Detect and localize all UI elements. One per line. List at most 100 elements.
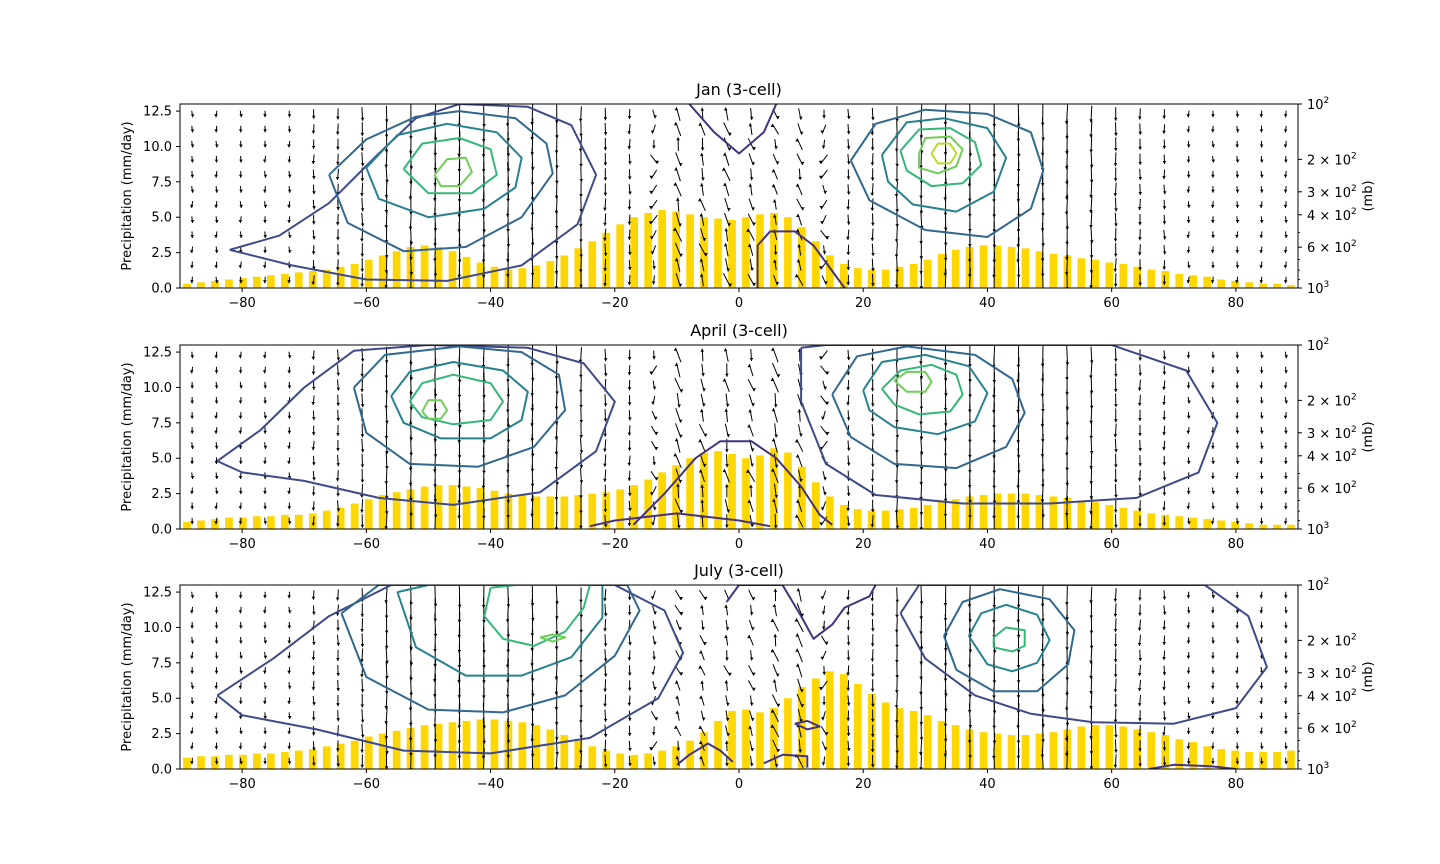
precip-bar <box>923 715 932 769</box>
wind-vector-head <box>239 625 243 629</box>
contour-line <box>992 626 1026 653</box>
wind-vector-head <box>1162 732 1166 736</box>
wind-vector-head <box>1284 655 1288 659</box>
wind-vector-head <box>287 746 291 750</box>
wind-vector-head <box>871 117 875 121</box>
wind-vector-head <box>360 464 365 468</box>
y-tick-label: 10.0 <box>143 381 172 396</box>
wind-vector-head <box>649 747 653 751</box>
wind-vector-head <box>1211 355 1215 359</box>
wind-vector-head <box>1211 400 1216 404</box>
wind-vector-head <box>1235 670 1239 674</box>
wind-vector-head <box>654 447 659 450</box>
wind-vector-head <box>654 431 659 435</box>
wind-vector-head <box>846 176 851 180</box>
wind-vector-head <box>384 706 388 710</box>
x-tick-label: 0 <box>735 537 743 552</box>
wind-vector-head <box>679 434 683 438</box>
wind-vector-head <box>895 209 899 213</box>
wind-vector-head <box>1137 402 1142 406</box>
precip-bar <box>518 495 527 529</box>
wind-vector-head <box>1284 159 1288 163</box>
wind-vector-head <box>238 685 243 689</box>
wind-vector-head <box>799 478 803 482</box>
wind-vector-head <box>214 159 219 163</box>
wind-vector-head <box>603 673 608 677</box>
wind-vector-head <box>579 435 583 439</box>
wind-vector-head <box>846 657 851 661</box>
wind-vector-head <box>870 237 875 241</box>
precip-bar <box>1147 513 1156 529</box>
wind-vector-head <box>818 160 823 164</box>
wind-vector <box>555 421 558 440</box>
wind-vector-head <box>1162 762 1167 766</box>
y2-tick-label: 4 × 102 <box>1307 688 1357 705</box>
wind-vector-head <box>679 510 684 514</box>
wind-vector-head <box>1283 144 1288 148</box>
wind-vector-head <box>679 612 684 616</box>
wind-vector-head <box>919 436 924 440</box>
wind-vector-head <box>214 415 218 419</box>
wind-vector-head <box>360 749 364 753</box>
wind-vector-head <box>1138 146 1142 150</box>
wind-vector-head <box>579 480 584 484</box>
wind-vector-head <box>871 673 875 677</box>
wind-vector-head <box>846 146 851 150</box>
wind-vector-head <box>1114 734 1118 738</box>
wind-vector-head <box>506 770 510 773</box>
wind-vector-head <box>846 763 851 767</box>
wind-vector-head <box>579 269 583 273</box>
wind-vector-head <box>1137 478 1142 482</box>
wind-vector-head <box>554 271 559 275</box>
wind-vector-head <box>723 152 727 156</box>
wind-vector-head <box>189 370 194 374</box>
wind-vector-head <box>1259 204 1263 208</box>
contour-line <box>229 104 598 282</box>
precip-bar <box>1091 725 1100 769</box>
precip-bar <box>532 265 541 288</box>
wind-vector-head <box>579 224 583 228</box>
wind-vector-head <box>1235 400 1240 404</box>
wind-vector-head <box>238 476 243 479</box>
wind-vector-head <box>214 521 218 525</box>
wind-vector-head <box>870 749 875 753</box>
wind-vector-head <box>360 719 365 723</box>
wind-vector-head <box>263 235 268 238</box>
wind-vector-head <box>1162 522 1167 526</box>
wind-vector-head <box>360 613 365 617</box>
wind-vector-head <box>1162 266 1166 270</box>
precip-bar <box>1007 493 1016 529</box>
precip-bar <box>1077 500 1086 529</box>
wind-vector-head <box>846 493 851 496</box>
wind-vector-head <box>895 765 899 769</box>
wind-vector-head <box>1162 417 1166 421</box>
wind-vector-head <box>360 629 364 632</box>
wind-vector-head <box>1187 265 1191 269</box>
wind-vector-head <box>1162 747 1167 751</box>
wind-vector-head <box>794 514 799 518</box>
x-tick-label: −80 <box>228 296 255 311</box>
wind-vector-head <box>870 734 875 737</box>
wind-vector-head <box>747 243 752 247</box>
y2-axis-label: (mb) <box>1361 661 1376 692</box>
wind-vector <box>820 680 828 691</box>
wind-vector-head <box>336 252 340 256</box>
wind-vector-head <box>263 280 267 284</box>
wind-vector-head <box>579 133 583 137</box>
wind-vector-head <box>628 176 632 180</box>
wind-vector-head <box>773 588 778 592</box>
precip-bar <box>1273 283 1281 288</box>
wind-vector-head <box>1137 387 1142 391</box>
precip-bar <box>909 263 918 288</box>
precip-bar <box>420 725 429 769</box>
wind-vector-head <box>674 680 679 684</box>
wind-vector-head <box>871 628 875 632</box>
wind-vector-head <box>700 348 704 352</box>
wind-vector-head <box>1089 675 1093 679</box>
y2-tick-label: 3 × 102 <box>1307 425 1357 442</box>
wind-vector-head <box>1089 766 1094 769</box>
wind-vector-head <box>627 236 632 240</box>
wind-vector <box>698 589 707 601</box>
precip-bar <box>756 712 764 769</box>
x-tick-label: −60 <box>353 777 380 792</box>
